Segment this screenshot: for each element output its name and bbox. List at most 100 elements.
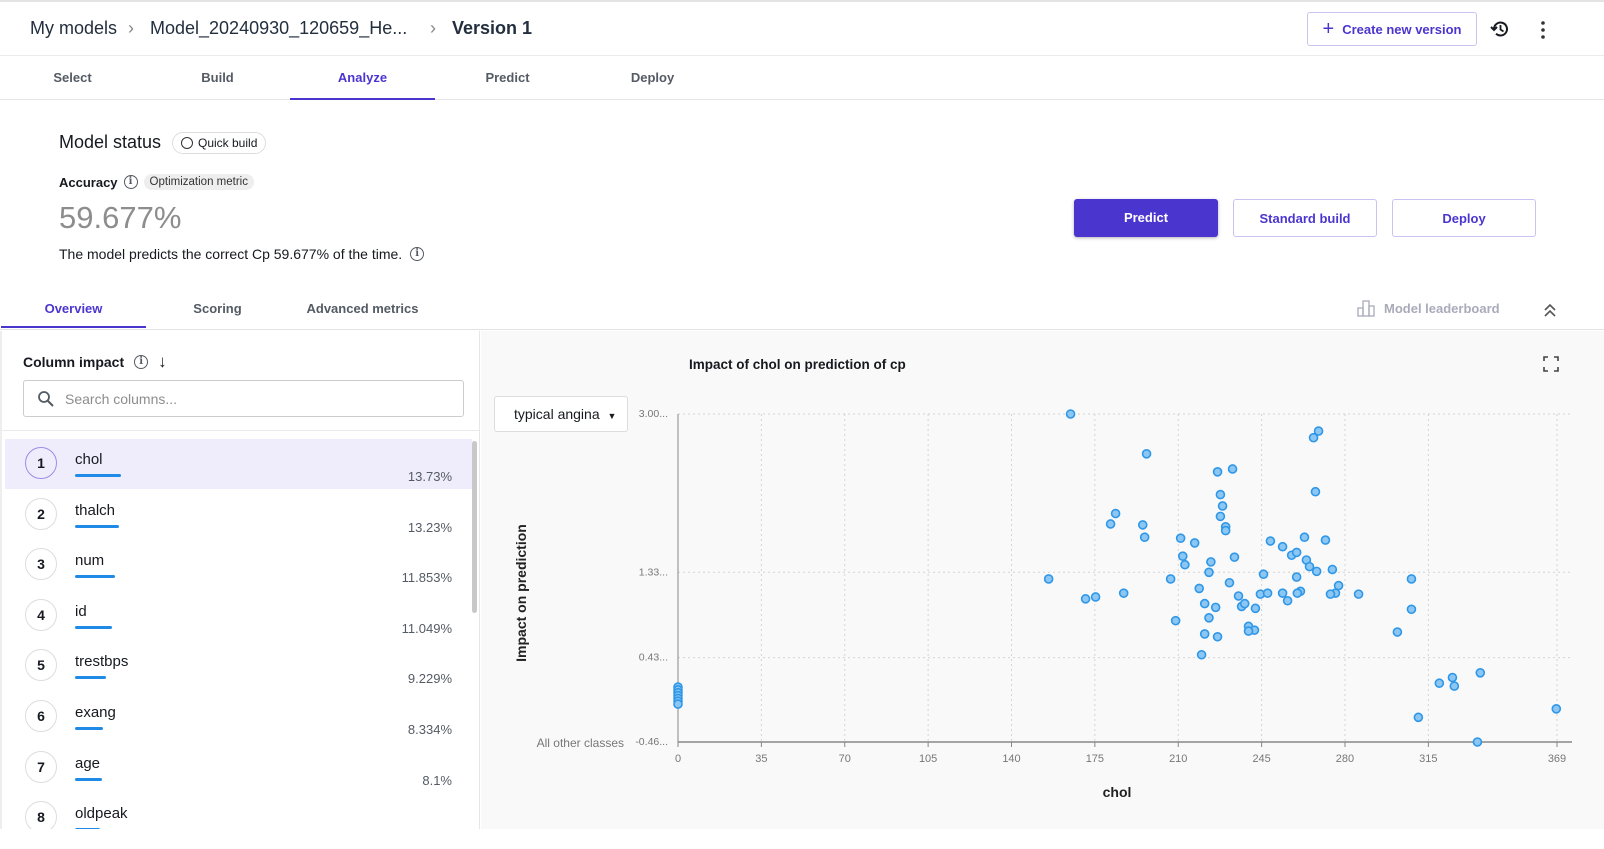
divider [2,430,479,431]
data-point [1277,588,1288,598]
data-point [1196,649,1207,660]
column-name: oldpeak [75,805,128,823]
data-point [1227,464,1238,474]
data-point [1090,592,1101,602]
data-point [1165,574,1176,584]
predict-button[interactable]: Predict [1074,199,1218,237]
impact-value: 13.73% [407,469,452,484]
column-impact-row[interactable]: 5 trestbps 9.229% [5,641,472,691]
impact-value: 8.1% [422,772,452,788]
data-point [1472,737,1483,747]
sort-descending-icon[interactable]: ↓ [158,352,167,371]
x-tick-label: 105 [919,753,937,765]
data-point [1170,615,1181,626]
data-point [1212,631,1223,642]
data-point [1194,583,1205,594]
model-leaderboard-button[interactable]: Model leaderboard [1357,300,1500,317]
rank-badge: 6 [25,700,57,732]
impact-bar [75,828,101,829]
search-columns-input[interactable]: Search columns... [23,380,464,417]
data-point [1310,486,1321,497]
impact-value: 11.049% [401,620,452,636]
data-point [1175,533,1186,543]
data-point [1206,557,1216,567]
data-point [1199,629,1210,639]
rank-badge: 2 [25,497,57,530]
column-impact-row[interactable]: 3 num 11.853% [5,540,472,590]
step-build[interactable]: Build [201,70,234,85]
column-impact-row[interactable]: 7 age 8.1% [5,743,472,793]
data-point [1413,712,1424,723]
tab-scoring[interactable]: Scoring [193,301,242,316]
data-point [1233,591,1244,601]
data-point [1180,559,1190,570]
workflow-steps: Select Build Analyze Predict Deploy [0,56,1604,100]
info-icon[interactable]: i [410,247,425,261]
column-impact-row[interactable]: 2 thalch 13.23% [5,490,472,540]
column-impact-row[interactable]: 1 chol 13.73% [5,439,472,489]
scrollbar[interactable] [472,441,477,613]
breadcrumb-version: Version 1 [452,18,533,38]
collapse-up-icon[interactable] [1543,302,1557,318]
y-tick-label: -0.46... [635,736,668,748]
x-tick-label: 70 [839,753,851,765]
accuracy-value: 59.677% [59,200,182,235]
scatter-chart: 0 35 70 105 140 175 210 245 280 315 369 3.00... 1.33… [513,408,1572,800]
impact-bar [75,524,120,528]
rank-badge: 1 [25,447,57,479]
impact-value: 8.334% [407,722,452,737]
info-icon[interactable]: i [134,355,149,369]
model-status-title: Model status [59,132,162,152]
info-icon[interactable]: i [123,175,138,189]
step-deploy[interactable]: Deploy [630,70,675,85]
create-new-version-button[interactable]: + Create new version [1307,12,1477,46]
x-tick-label: 245 [1252,753,1270,765]
impact-bar [75,777,103,781]
breadcrumb-my-models[interactable]: My models [30,18,118,38]
breadcrumb-model[interactable]: Model_20240930_120659_He... [150,18,408,38]
step-analyze[interactable]: Analyze [290,56,435,100]
rank-badge: 8 [25,801,57,829]
class-select-dropdown[interactable]: typical angina ▼ [494,396,628,432]
tab-overview[interactable]: Overview [1,292,146,328]
impact-bar [75,625,112,629]
data-point [1110,508,1121,519]
column-name: num [75,552,105,570]
data-point [1204,613,1214,623]
data-point [1189,538,1200,548]
data-point [1308,432,1319,443]
rank-badge: 3 [25,548,57,581]
history-icon[interactable] [1490,19,1510,39]
data-point [673,699,683,709]
impact-bar [75,474,121,477]
data-point [1215,511,1226,522]
data-point [1137,520,1148,530]
data-point [1277,541,1288,552]
fullscreen-icon[interactable] [1543,356,1559,372]
more-vertical-icon[interactable] [1538,20,1548,40]
column-impact-row[interactable]: 6 exang 8.334% [5,692,472,742]
data-point [1291,572,1302,582]
column-impact-row[interactable]: 8 oldpeak [5,793,472,829]
data-point [1262,588,1273,598]
data-point [1065,409,1076,419]
data-point [1080,594,1091,604]
step-predict[interactable]: Predict [485,70,530,85]
data-point [1406,574,1417,584]
deploy-button[interactable]: Deploy [1392,199,1536,237]
data-point [1258,569,1269,580]
data-point [1199,598,1210,609]
column-impact-row[interactable]: 4 id 11.049% [5,591,472,641]
standard-build-button[interactable]: Standard build [1233,199,1377,237]
chart-panel: Impact of chol on prediction of cp typic… [481,331,1604,829]
step-select[interactable]: Select [53,70,92,85]
data-point [1291,547,1302,558]
x-tick-label: 280 [1336,753,1354,765]
y-tick-label: 1.33... [639,566,668,578]
data-point [1327,564,1338,575]
rank-badge: 4 [25,598,57,631]
data-point [1250,603,1261,614]
y-tick-label: 3.00... [639,408,668,420]
x-tick-label: 315 [1419,753,1437,765]
tab-advanced-metrics[interactable]: Advanced metrics [306,301,419,316]
